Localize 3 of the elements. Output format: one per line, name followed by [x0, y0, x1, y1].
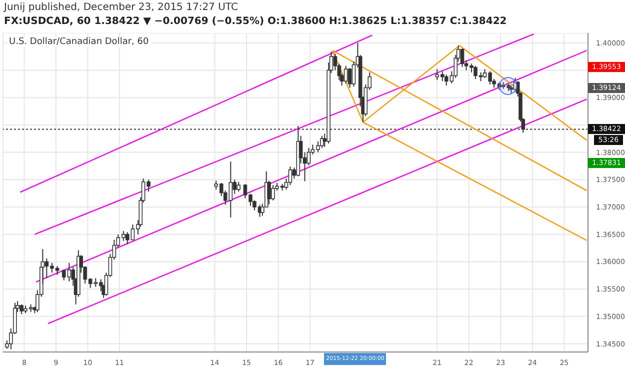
text: FX:USDCAD, 60 1.38422 ▼ −0.00769 (−0.55%) O:1.38600 H:1.38625 L:1.38357 C:1.38422 [4, 16, 507, 27]
text: Junij published, December 23, 2015 17:27 UTC [4, 2, 238, 13]
chart-subtitle: U.S. Dollar/Canadian Dollar, 60 [7, 37, 151, 47]
